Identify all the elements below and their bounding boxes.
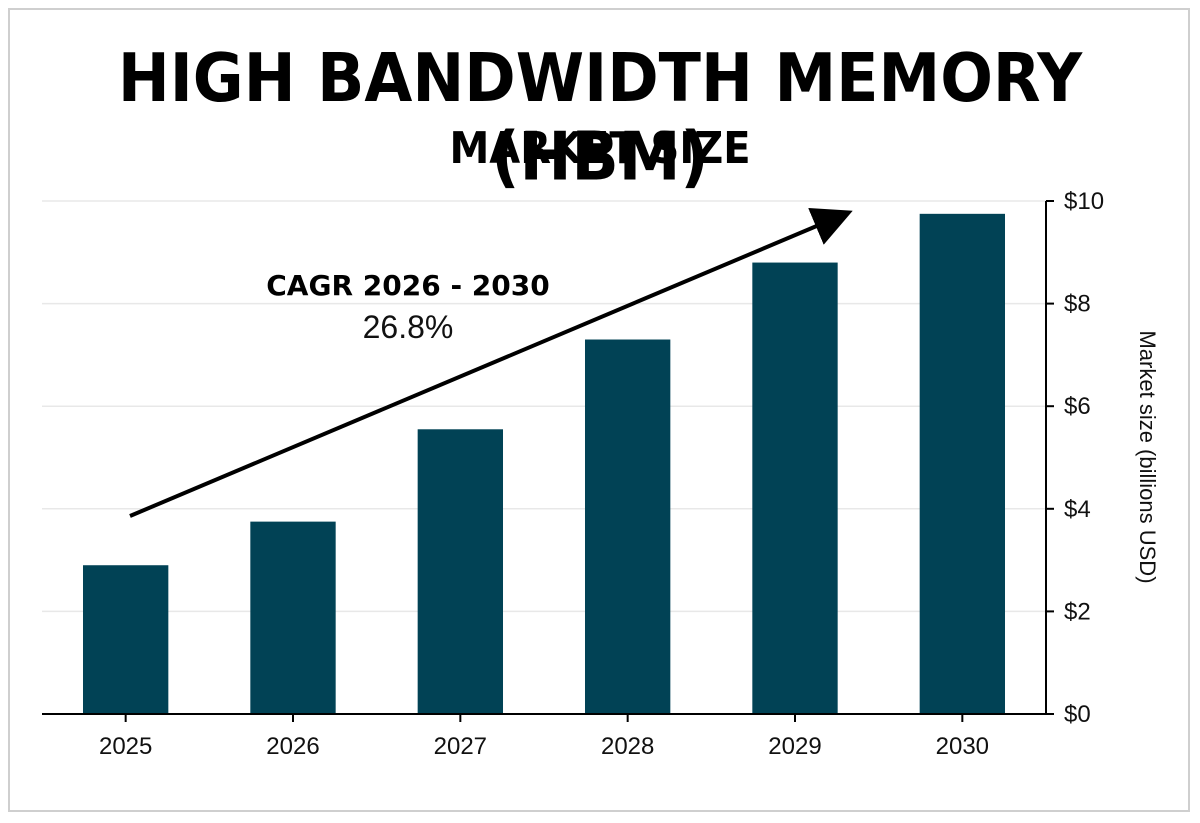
- x-tick-label: 2026: [266, 733, 319, 760]
- y-tick-label: $8: [1064, 291, 1091, 318]
- gridlines: [42, 200, 1046, 613]
- cagr-label: CAGR 2026 - 2030: [266, 269, 550, 302]
- cagr-value: 26.8%: [363, 309, 454, 345]
- chart-title: HIGH BANDWIDTH MEMORY (HBM): [117, 38, 1083, 196]
- y-tick-label: $6: [1064, 393, 1091, 420]
- bar-2026: [250, 521, 336, 714]
- y-axis-label: Market size (billions USD): [1135, 330, 1160, 583]
- y-tick-label: $0: [1064, 701, 1091, 728]
- x-tick-label: 2028: [601, 733, 654, 760]
- trend-arrow: [129, 207, 853, 518]
- y-tick-label: $10: [1064, 188, 1104, 215]
- bar-2025: [82, 565, 169, 714]
- bar-2030: [919, 213, 1006, 714]
- y-tick-label: $2: [1064, 598, 1091, 625]
- x-tick-label: 2027: [434, 733, 487, 760]
- x-axis-ticks: 2025 2026 2027 2028 2029 2030: [99, 714, 989, 760]
- bars: [82, 213, 1006, 714]
- x-tick-label: 2030: [936, 733, 989, 760]
- bar-2028: [584, 339, 671, 714]
- bar-2027: [417, 429, 504, 714]
- y-axis-ticks: $0 $2 $4 $6 $8 $10: [1046, 188, 1104, 728]
- x-tick-label: 2025: [99, 733, 152, 760]
- x-tick-label: 2029: [768, 733, 821, 760]
- chart-subtitle: MARKET SIZE: [449, 124, 751, 174]
- bar-2029: [752, 262, 838, 714]
- y-tick-label: $4: [1064, 496, 1091, 523]
